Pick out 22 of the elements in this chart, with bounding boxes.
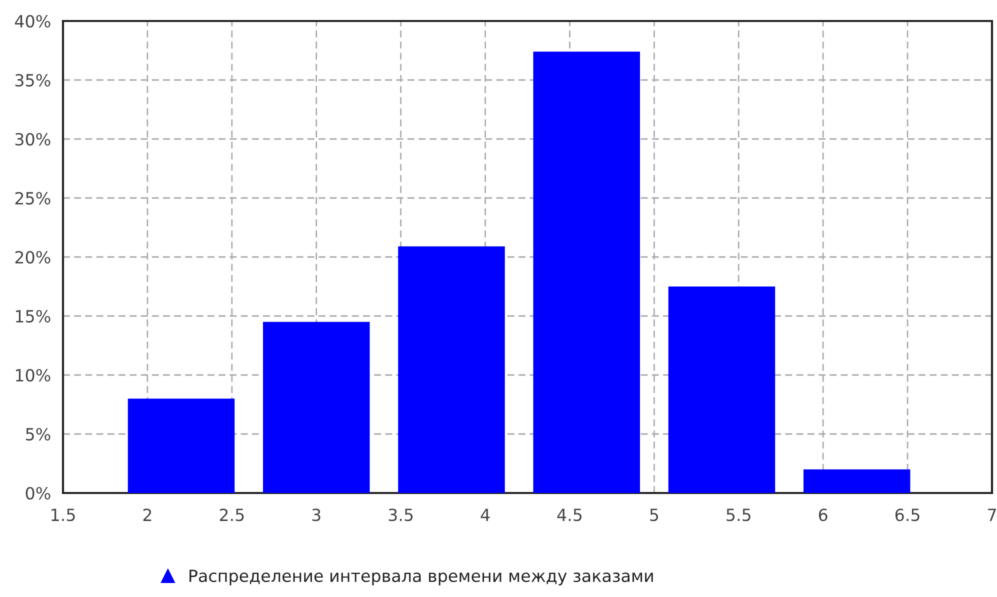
x-tick-label: 2.5 [220, 508, 244, 522]
x-tick-label: 5.5 [726, 508, 750, 522]
legend-label: Распределение интервала времени между заказами [190, 570, 653, 586]
x-tick-label: 6 [818, 508, 828, 522]
x-tick-label: 5 [650, 508, 658, 522]
y-tick-label: 30% [15, 132, 50, 146]
x-tick-label: 4.5 [557, 508, 582, 522]
x-tick-label: 4 [480, 508, 490, 521]
y-tick-label: 0% [26, 486, 50, 500]
y-tick-label: 35% [15, 74, 50, 87]
y-tick-label: 40% [14, 14, 50, 28]
y-tick-label: 20% [15, 250, 50, 264]
x-tick-label: 2 [143, 508, 152, 521]
y-tick-label: 15% [16, 310, 50, 323]
x-tick-label: 1.5 [52, 508, 75, 522]
x-tick-label: 3.5 [388, 508, 413, 522]
y-tick-label: 5% [26, 428, 50, 441]
x-tick-label: 7 [988, 508, 996, 521]
x-tick-label: 6.5 [895, 508, 920, 522]
x-tick-label: 3 [312, 508, 320, 522]
y-tick-label: 25% [15, 192, 50, 205]
y-tick-label: 10% [16, 368, 50, 382]
